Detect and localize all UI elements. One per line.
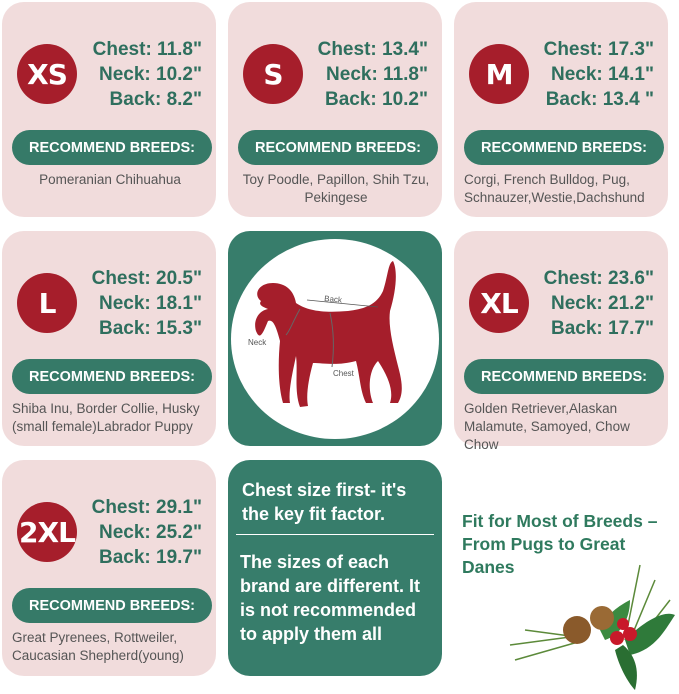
divider (236, 534, 434, 535)
size-card-xl: XL Chest: 23.6" Neck: 21.2" Back: 17.7" … (454, 231, 668, 452)
size-badge: L (17, 273, 77, 333)
measurements: Chest: 20.5" Neck: 18.1" Back: 15.3" (92, 266, 202, 341)
back-label: Back (324, 294, 343, 305)
measurements: Chest: 13.4" Neck: 11.8" Back: 10.2" (318, 37, 428, 112)
size-card-2xl: 2XL Chest: 29.1" Neck: 25.2" Back: 19.7"… (2, 460, 216, 676)
recommend-breeds-header: RECOMMEND BREEDS: (12, 588, 212, 623)
size-badge: M (469, 44, 529, 104)
breed-list: Golden Retriever,Alaskan Malamute, Samoy… (464, 401, 630, 452)
chest-measurement: Chest: 13.4" (317, 39, 428, 60)
neck-measurement: Neck: 21.2" (550, 293, 654, 314)
size-badge: S (243, 44, 303, 104)
breed-list: Toy Poodle, Papillon, Shih Tzu, Pekinges… (242, 172, 430, 205)
tip-chest-first: Chest size first- it's the key fit facto… (242, 480, 407, 524)
breed-list: Pomeranian Chihuahua (39, 172, 181, 187)
back-measurement: Back: 8.2" (109, 89, 202, 110)
size-badge: XL (469, 273, 529, 333)
back-measurement: Back: 13.4 " (545, 89, 654, 110)
measurements: Chest: 11.8" Neck: 10.2" Back: 8.2" (93, 37, 202, 112)
neck-measurement: Neck: 14.1" (550, 64, 654, 85)
breed-list: Shiba Inu, Border Collie, Husky (small f… (12, 401, 200, 434)
size-card-xs: XS Chest: 11.8" Neck: 10.2" Back: 8.2" R… (2, 2, 216, 217)
measurements: Chest: 29.1" Neck: 25.2" Back: 19.7" (92, 495, 202, 570)
back-measurement: Back: 19.7" (98, 547, 202, 568)
size-badge: XS (17, 44, 77, 104)
back-measurement: Back: 17.7" (550, 318, 654, 339)
recommend-breeds-header: RECOMMEND BREEDS: (12, 359, 212, 394)
size-card-s: S Chest: 13.4" Neck: 11.8" Back: 10.2" R… (228, 2, 442, 217)
measurements: Chest: 23.6" Neck: 21.2" Back: 17.7" (544, 266, 654, 341)
recommend-breeds-header: RECOMMEND BREEDS: (12, 130, 212, 165)
fit-text: Fit for Most of Breeds – From Pugs to Gr… (462, 511, 658, 577)
chest-measurement: Chest: 11.8" (92, 39, 202, 60)
chest-measurement: Chest: 20.5" (91, 268, 202, 289)
size-badge: 2XL (17, 502, 77, 562)
holly-decoration-icon (509, 564, 675, 690)
dog-silhouette (255, 261, 402, 407)
neck-measurement: Neck: 10.2" (98, 64, 202, 85)
recommend-breeds-header: RECOMMEND BREEDS: (464, 130, 664, 165)
breed-list: Corgi, French Bulldog, Pug, Schnauzer,We… (464, 172, 645, 205)
chest-measurement: Chest: 29.1" (91, 497, 202, 518)
chest-measurement: Chest: 23.6" (543, 268, 654, 289)
chest-measurement: Chest: 17.3" (543, 39, 654, 60)
measurements: Chest: 17.3" Neck: 14.1" Back: 13.4 " (544, 37, 654, 112)
size-card-l: L Chest: 20.5" Neck: 18.1" Back: 15.3" R… (2, 231, 216, 446)
recommend-breeds-header: RECOMMEND BREEDS: (238, 130, 438, 165)
chest-label: Chest (333, 369, 355, 378)
back-measurement: Back: 10.2" (324, 89, 428, 110)
neck-measurement: Neck: 18.1" (98, 293, 202, 314)
dog-measurement-diagram: Back Neck Chest (231, 239, 439, 439)
size-card-m: M Chest: 17.3" Neck: 14.1" Back: 13.4 " … (454, 2, 668, 217)
tip-brand-sizes: The sizes of each brand are different. I… (240, 552, 421, 644)
neck-measurement: Neck: 11.8" (326, 64, 428, 85)
back-measurement: Back: 15.3" (98, 318, 202, 339)
breed-list: Great Pyrenees, Rottweiler, Caucasian Sh… (12, 630, 184, 663)
sizing-tips-card: Chest size first- it's the key fit facto… (228, 460, 442, 676)
neck-label: Neck (248, 338, 267, 347)
recommend-breeds-header: RECOMMEND BREEDS: (464, 359, 664, 394)
measurement-diagram-card: Back Neck Chest (228, 231, 442, 446)
neck-measurement: Neck: 25.2" (98, 522, 202, 543)
